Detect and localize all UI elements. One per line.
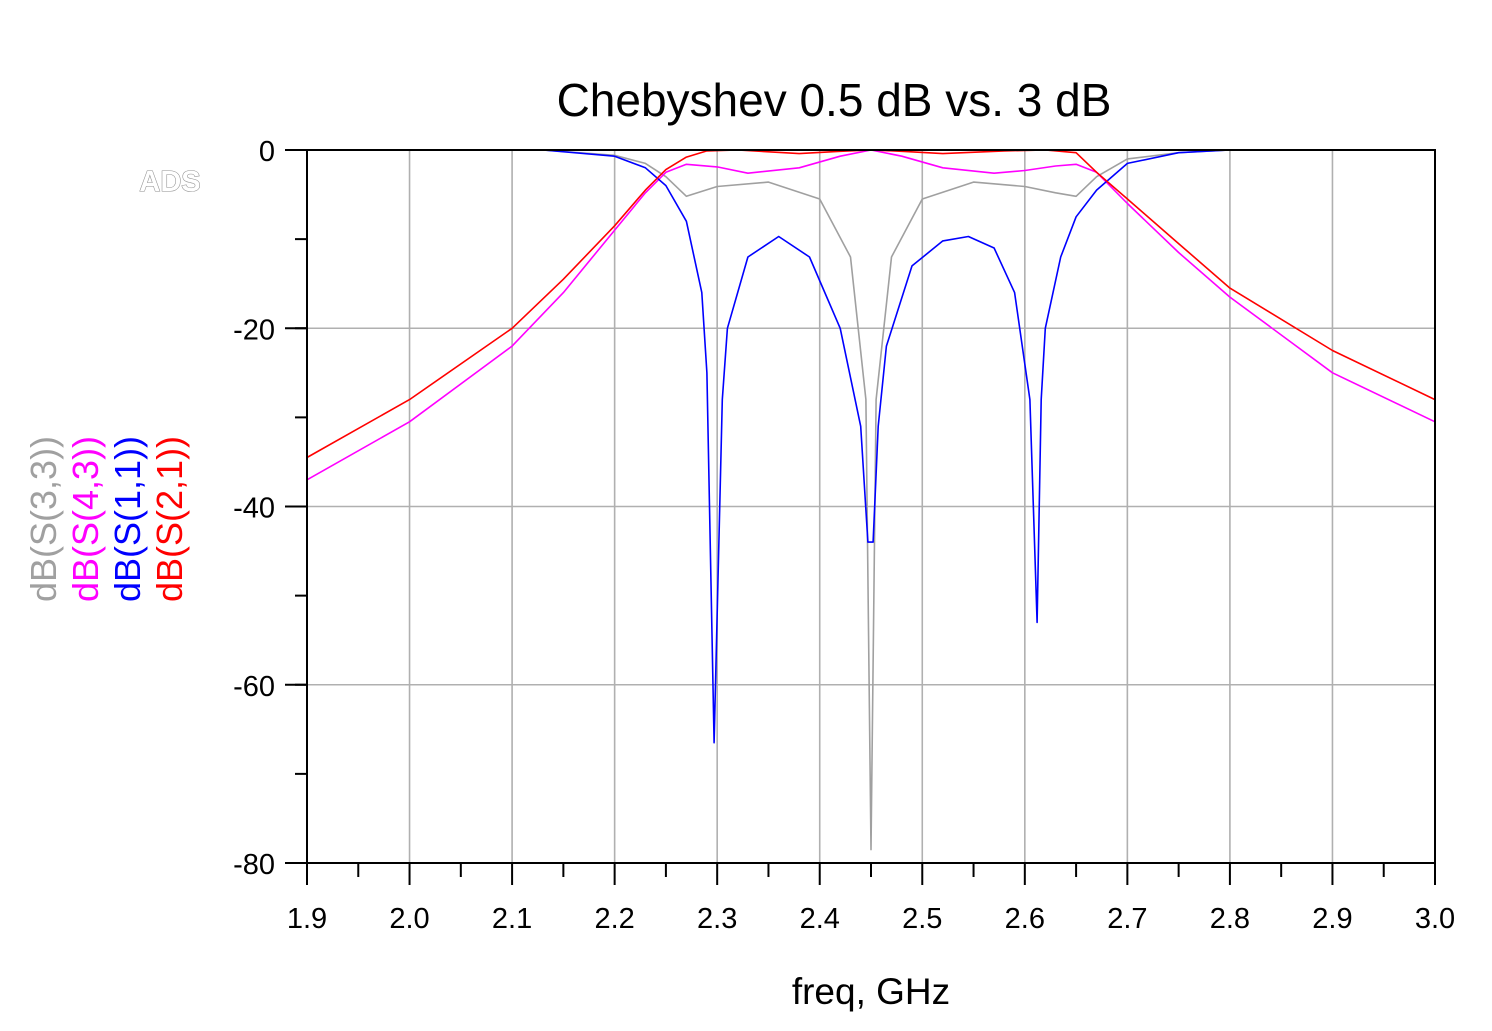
- legend-s43: dB(S(4,3)): [65, 436, 106, 602]
- y-tick-label: -40: [233, 493, 275, 525]
- trace-s21: [306, 149, 1436, 459]
- x-tick-label: 2.8: [1210, 903, 1250, 935]
- y-axis-ticks: 0 -20 -40 -60 -80: [233, 136, 275, 881]
- x-tick-label: 2.6: [1005, 903, 1045, 935]
- minor-ticks: [285, 149, 1436, 885]
- trace-s11: [542, 149, 1251, 744]
- y-axis-legend: dB(S(3,3)) dB(S(4,3)) dB(S(1,1)) dB(S(2,…: [23, 436, 190, 602]
- plot-traces: [306, 149, 1436, 851]
- x-tick-label: 2.1: [492, 903, 532, 935]
- trace-s33: [542, 149, 1251, 851]
- grid: [306, 149, 1436, 864]
- chart-title: Chebyshev 0.5 dB vs. 3 dB: [557, 74, 1112, 126]
- x-tick-label: 2.4: [800, 903, 840, 935]
- legend-s33: dB(S(3,3)): [23, 436, 64, 602]
- x-tick-label: 2.2: [594, 903, 634, 935]
- y-tick-label: 0: [259, 136, 275, 168]
- x-tick-label: 2.7: [1107, 903, 1147, 935]
- y-tick-label: -60: [233, 671, 275, 703]
- legend-s11: dB(S(1,1)): [107, 436, 148, 602]
- ads-watermark: ADS: [139, 166, 200, 198]
- plot-frame: [306, 149, 1436, 864]
- y-tick-label: -80: [233, 849, 275, 881]
- x-tick-label: 2.3: [697, 903, 737, 935]
- x-tick-label: 2.9: [1312, 903, 1352, 935]
- y-tick-label: -20: [233, 314, 275, 346]
- x-tick-label: 2.0: [389, 903, 429, 935]
- x-tick-label: 1.9: [287, 903, 327, 935]
- x-axis-label: freq, GHz: [792, 971, 950, 1012]
- trace-s43: [306, 149, 1436, 481]
- legend-s21: dB(S(2,1)): [149, 436, 190, 602]
- x-axis-ticks: 1.9 2.0 2.1 2.2 2.3 2.4 2.5 2.6 2.7 2.8 …: [287, 903, 1455, 935]
- x-tick-label: 3.0: [1415, 903, 1455, 935]
- x-tick-label: 2.5: [902, 903, 942, 935]
